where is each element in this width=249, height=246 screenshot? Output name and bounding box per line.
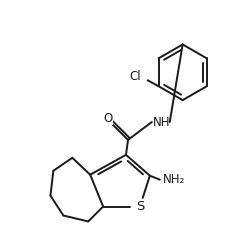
Text: S: S xyxy=(136,200,144,213)
Text: O: O xyxy=(104,111,113,124)
Text: S: S xyxy=(136,200,144,213)
Text: NH₂: NH₂ xyxy=(163,173,185,186)
Text: Cl: Cl xyxy=(129,70,141,83)
Text: NH: NH xyxy=(153,116,171,128)
